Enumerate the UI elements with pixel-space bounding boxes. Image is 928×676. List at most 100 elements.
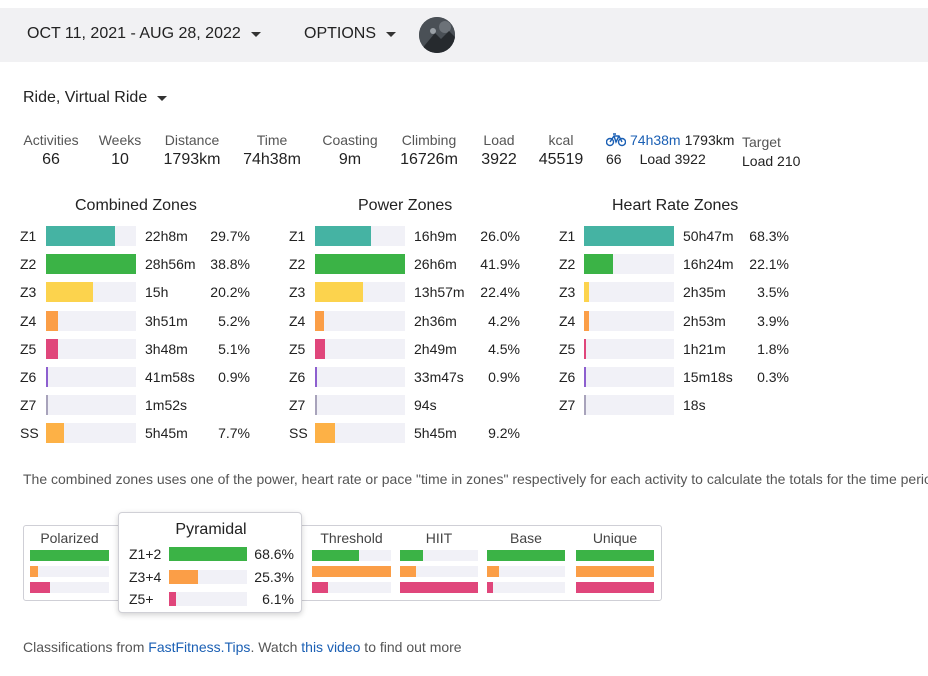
zone-time: 41m58s: [145, 369, 195, 385]
zone-percent: 26.0%: [480, 228, 520, 244]
pyramidal-percent: 25.3%: [254, 568, 294, 585]
zone-label: Z7: [289, 397, 306, 414]
stat-activities: Activities 66: [23, 132, 79, 170]
pyramidal-bar: [169, 569, 198, 584]
stat-value: 16726m: [400, 151, 458, 168]
zone-bar-track: [315, 367, 405, 387]
stat-load: Load 3922: [478, 132, 520, 170]
zone-bar: [315, 338, 325, 359]
zone-label: SS: [289, 425, 308, 442]
options-menu[interactable]: OPTIONS: [304, 25, 397, 43]
zone-percent: 20.2%: [210, 284, 250, 301]
pyramidal-percent: 68.6%: [254, 546, 294, 562]
zone-time: 18s: [683, 397, 706, 414]
ride-distance: 1793km: [684, 132, 735, 148]
classification-bar: [30, 582, 50, 593]
activity-type-filter[interactable]: Ride, Virtual Ride: [23, 89, 168, 107]
classification-name[interactable]: Unique: [592, 530, 638, 546]
classification-bar-track: [312, 582, 391, 593]
zone-label: Z7: [559, 397, 576, 414]
zone-time: 50h47m: [683, 228, 734, 244]
classification-bar-track: [576, 550, 654, 561]
date-range-selector[interactable]: OCT 11, 2021 - AUG 28, 2022: [27, 25, 261, 43]
zone-label: Z3: [20, 284, 37, 301]
zone-bar-track: [315, 338, 405, 359]
zone-time: 2h35m: [683, 284, 726, 301]
zone-bar-track: [584, 367, 674, 387]
zone-bar: [315, 282, 364, 303]
zone-bar: [46, 254, 136, 275]
fastfitness-link[interactable]: FastFitness.Tips: [148, 639, 251, 655]
zone-time: 3h51m: [145, 312, 188, 329]
classification-bar: [576, 566, 654, 577]
heart-rate-zones-title: Heart Rate Zones: [612, 197, 739, 214]
zone-bar: [315, 395, 317, 416]
zone-percent: 4.2%: [488, 312, 520, 329]
zone-bar: [315, 254, 405, 275]
zone-bar-track: [315, 226, 405, 246]
zone-bar: [315, 226, 371, 246]
classification-bar-track: [312, 550, 391, 561]
avatar-image: [419, 17, 455, 53]
stat-value: 3922: [481, 151, 517, 168]
classification-bar: [400, 550, 424, 561]
classification-bar-track: [576, 566, 654, 577]
zone-percent: 22.1%: [749, 256, 789, 273]
zone-label: Z6: [559, 369, 576, 385]
classification-bar-track: [487, 566, 565, 577]
zone-time: 5h45m: [414, 425, 457, 442]
zone-label: Z1: [559, 228, 576, 244]
pyramidal-percent: 6.1%: [262, 591, 294, 607]
zone-bar: [315, 310, 325, 331]
zone-bar: [46, 338, 58, 359]
stat-coasting: Coasting 9m: [320, 132, 380, 170]
classification-bar: [312, 550, 360, 561]
stat-value: 10: [111, 151, 129, 168]
classification-name[interactable]: Threshold: [320, 530, 383, 546]
zone-time: 1m52s: [145, 397, 188, 414]
classification-name[interactable]: HIIT: [425, 530, 453, 546]
video-link[interactable]: this video: [301, 639, 361, 655]
pyramidal-bar-track: [169, 592, 247, 606]
zone-label: Z2: [289, 256, 306, 273]
ride-count: 66: [606, 151, 622, 167]
zone-label: Z7: [20, 397, 37, 414]
zone-bar: [46, 226, 115, 246]
zone-time: 16h9m: [414, 228, 457, 244]
avatar[interactable]: [419, 17, 455, 53]
stat-value: 45519: [538, 151, 584, 168]
zone-label: Z3: [289, 284, 306, 301]
zone-time: 28h56m: [145, 256, 196, 273]
zone-bar-track: [46, 226, 136, 246]
target-value: Load 210: [742, 153, 801, 169]
pyramidal-bar: [169, 547, 247, 561]
zone-label: Z2: [20, 256, 37, 273]
zone-bar-track: [584, 254, 674, 275]
zone-label: Z2: [559, 256, 576, 273]
zone-label: SS: [20, 425, 39, 442]
options-label: OPTIONS: [304, 25, 377, 42]
classification-bar-track: [487, 550, 565, 561]
activity-type-label: Ride, Virtual Ride: [23, 89, 148, 106]
zone-percent: 3.5%: [757, 284, 789, 301]
zone-bar: [315, 423, 335, 444]
classification-name[interactable]: Polarized: [40, 530, 99, 546]
zone-time: 1h21m: [683, 340, 726, 357]
zone-time: 16h24m: [683, 256, 734, 273]
zone-bar: [584, 338, 587, 359]
pyramidal-row-label: Z5+: [129, 591, 154, 607]
pyramidal-bar-track: [169, 547, 247, 561]
chevron-down-icon: [157, 95, 168, 101]
zone-bar-track: [584, 310, 674, 331]
zone-time: 22h8m: [145, 228, 188, 244]
zone-bar-track: [46, 282, 136, 303]
zone-label: Z5: [20, 340, 37, 357]
pyramidal-row-label: Z1+2: [129, 546, 162, 562]
target-label: Target: [742, 134, 781, 150]
zone-label: Z4: [20, 312, 37, 329]
classification-name[interactable]: Base: [510, 530, 542, 546]
zone-bar: [315, 367, 317, 387]
classification-bar-track: [30, 582, 109, 593]
chevron-down-icon: [250, 31, 261, 37]
zone-time: 26h6m: [414, 256, 457, 273]
